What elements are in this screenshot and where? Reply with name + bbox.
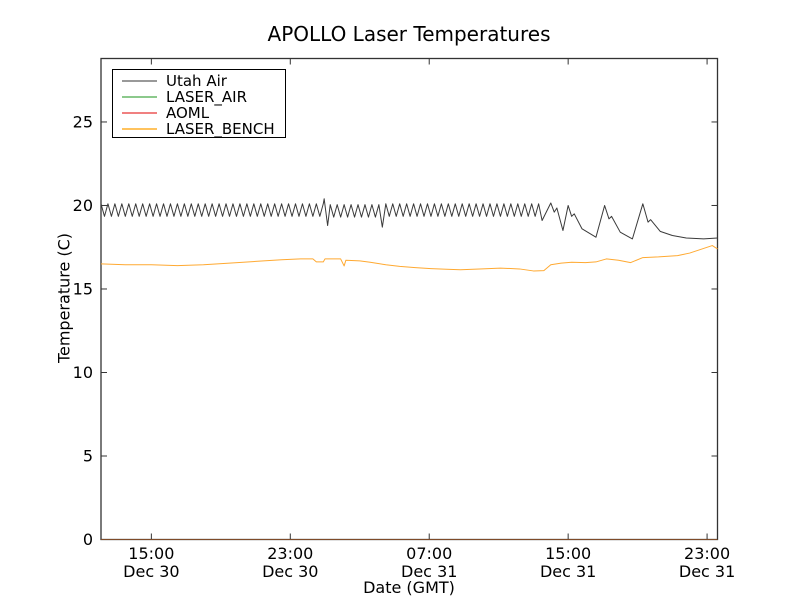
y-axis-label: Temperature (C) xyxy=(54,232,74,364)
x-tick-label-time: 07:00 xyxy=(406,544,452,563)
x-tick-label-date: Dec 31 xyxy=(401,562,457,581)
x-tick-label-date: Dec 31 xyxy=(679,562,735,581)
x-tick-label-time: 15:00 xyxy=(128,544,174,563)
x-tick-label-time: 15:00 xyxy=(545,544,591,563)
x-tick-label-date: Dec 30 xyxy=(262,562,318,581)
legend-item: AOML xyxy=(113,105,285,121)
y-tick-label: 0 xyxy=(83,530,93,549)
legend-line-sample xyxy=(122,80,157,82)
legend-item-label: LASER_AIR xyxy=(166,88,247,106)
series-line-utah-air xyxy=(100,198,718,240)
legend-item: LASER_AIR xyxy=(113,89,285,105)
x-axis-label: Date (GMT) xyxy=(363,578,455,597)
legend-item-label: LASER_BENCH xyxy=(166,120,275,138)
legend-item-label: AOML xyxy=(166,104,210,122)
y-tick-label: 5 xyxy=(83,446,93,465)
x-tick-label-time: 23:00 xyxy=(267,544,313,563)
series-line-laser-bench xyxy=(100,245,718,272)
x-tick-label-date: Dec 31 xyxy=(540,562,596,581)
x-tick-label-date: Dec 30 xyxy=(123,562,179,581)
x-tick-label-time: 23:00 xyxy=(684,544,730,563)
legend-line-sample xyxy=(122,128,157,130)
legend-line-sample xyxy=(122,112,157,114)
y-tick-label: 15 xyxy=(73,279,93,298)
legend-item: Utah Air xyxy=(113,73,285,89)
y-tick-label: 25 xyxy=(73,112,93,131)
y-tick-label: 10 xyxy=(73,363,93,382)
y-tick-label: 20 xyxy=(73,196,93,215)
legend-box: Utah Air LASER_AIR AOML LASER_BENCH xyxy=(112,69,286,138)
legend-line-sample xyxy=(122,96,157,98)
chart-title: APOLLO Laser Temperatures xyxy=(267,22,551,46)
legend-item: LASER_BENCH xyxy=(113,121,285,137)
legend-item-label: Utah Air xyxy=(166,72,227,90)
